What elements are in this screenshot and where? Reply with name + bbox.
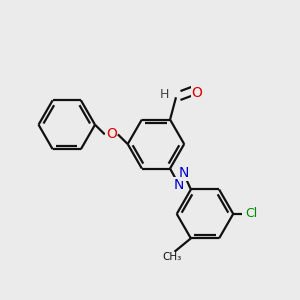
Text: CH₃: CH₃ <box>162 252 181 262</box>
Text: N: N <box>174 178 184 192</box>
Text: O: O <box>191 86 202 100</box>
Text: Cl: Cl <box>245 207 258 220</box>
Text: O: O <box>106 128 117 141</box>
Text: H: H <box>160 88 169 101</box>
Text: N: N <box>178 166 189 180</box>
